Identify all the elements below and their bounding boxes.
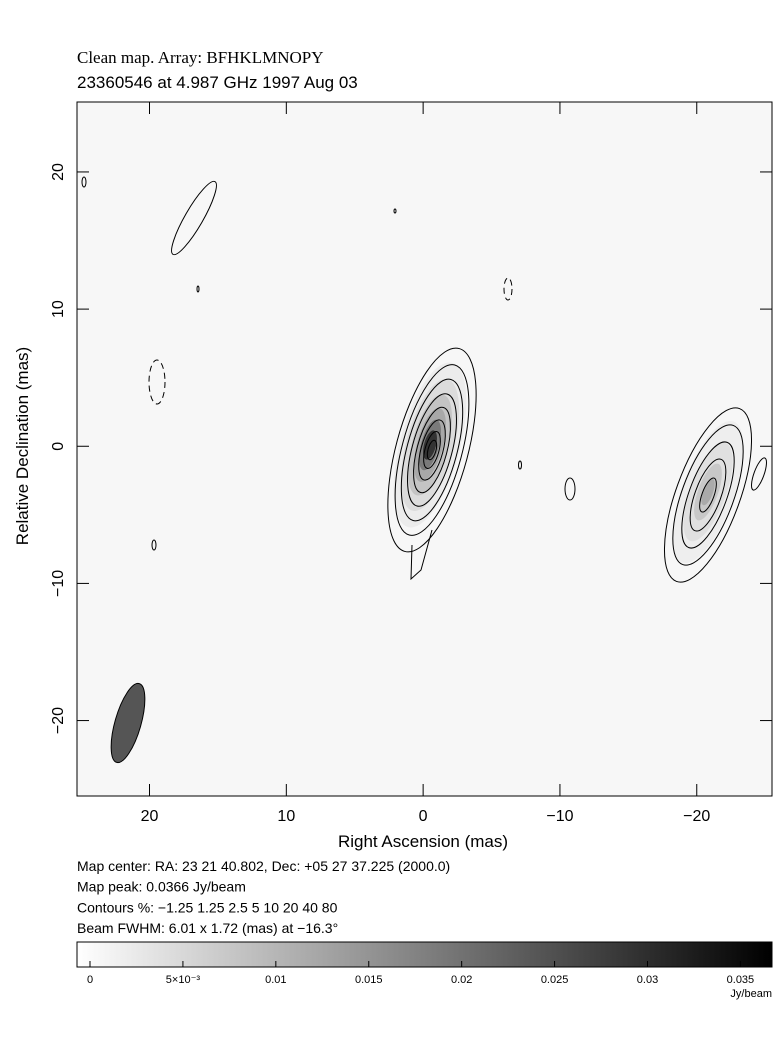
- colorbar-tick-label: 0.02: [451, 974, 472, 986]
- colorbar-tick-label: 0.025: [541, 974, 569, 986]
- y-axis-label: Relative Declination (mas): [13, 347, 32, 545]
- y-tick-label: 0: [50, 442, 67, 451]
- colorbar-tick-label: 0.035: [727, 974, 755, 986]
- x-tick-label: −10: [546, 808, 573, 825]
- y-tick-label: 20: [50, 163, 67, 181]
- x-tick-label: −20: [683, 808, 710, 825]
- x-tick-label: 10: [277, 808, 295, 825]
- colorbar-tick-label: 0.01: [265, 974, 286, 986]
- colorbar-tick-label: 5×10⁻³: [166, 974, 201, 986]
- colorbar-tick-label: 0.015: [355, 974, 383, 986]
- beam: [110, 682, 146, 764]
- y-tick-label: 10: [50, 300, 67, 318]
- colorbar-label: Jy/beam: [730, 988, 772, 1000]
- map-note: Map peak: 0.0366 Jy/beam: [77, 879, 246, 895]
- colorbar-tick-label: 0: [87, 974, 93, 986]
- colorbar: [76, 941, 773, 968]
- map-note: Contours %: −1.25 1.25 2.5 5 10 20 40 80: [77, 899, 338, 915]
- y-tick-label: −20: [50, 707, 67, 734]
- map-note: Map center: RA: 23 21 40.802, Dec: +05 2…: [77, 858, 450, 874]
- x-tick-label: 20: [141, 808, 159, 825]
- y-tick-label: −10: [50, 570, 67, 597]
- x-axis-label: Right Ascension (mas): [338, 832, 508, 851]
- colorbar-tick-label: 0.03: [637, 974, 658, 986]
- chart-subtitle: 23360546 at 4.987 GHz 1997 Aug 03: [77, 73, 358, 92]
- map-note: Beam FWHM: 6.01 x 1.72 (mas) at −16.3°: [77, 920, 338, 936]
- x-tick-label: 0: [419, 808, 428, 825]
- chart-title: Clean map. Array: BFHKLMNOPY: [77, 48, 323, 67]
- contours: [81, 176, 767, 583]
